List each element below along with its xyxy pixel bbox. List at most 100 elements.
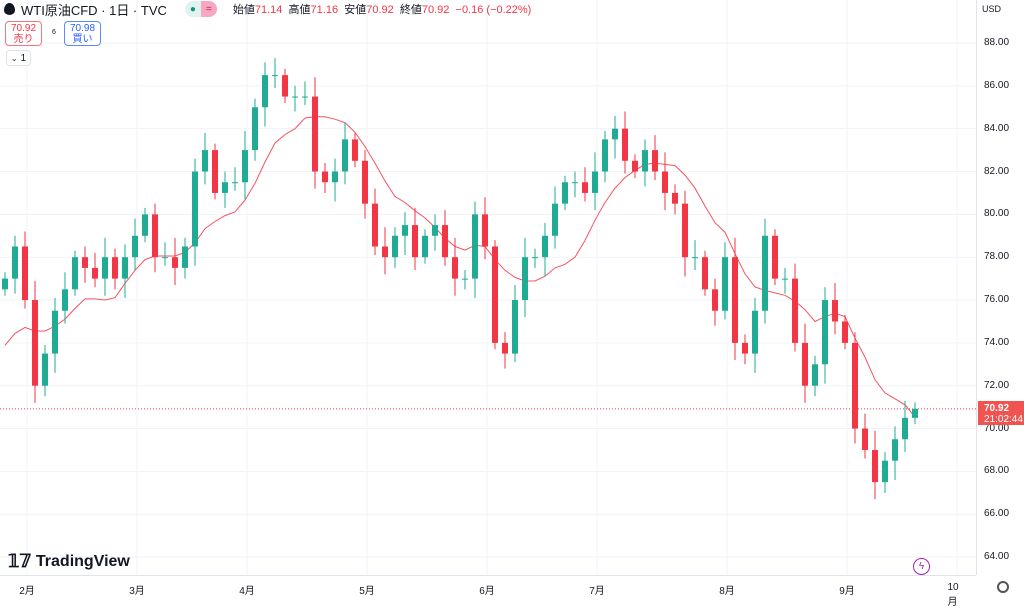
y-tick-label: 64.00 [984,551,1010,563]
y-tick-label: 76.00 [984,294,1010,306]
candle-body [82,257,88,268]
candle-body [432,225,438,236]
chart-header: WTI原油CFD · 1日 · TVC ● = 始値71.14 高値71.16 安… [4,1,531,18]
candle-body [162,257,168,259]
status-pill[interactable]: ● = [184,1,217,17]
candles [2,57,918,500]
candle-body [132,235,138,258]
x-tick-label: 6月 [479,586,495,597]
time-axis[interactable]: 2月 3月 4月 5月 6月 7月 8月 9月 10月 [0,575,976,608]
candle-body [902,417,908,440]
spread-value: 6 [52,29,56,36]
candle-body [552,203,558,236]
x-tick-label: 4月 [239,586,255,597]
y-tick-label: 86.00 [984,79,1010,91]
equal-icon: = [200,1,217,17]
candle-body [412,225,418,258]
candle-body [422,235,428,258]
candle-body [222,182,228,193]
candle-body [502,342,508,354]
candle-body [332,171,338,183]
candle-body [692,257,698,259]
y-tick-label: 68.00 [984,465,1010,477]
candle-body [232,182,238,184]
candle-body [752,310,758,354]
moving-average-line [4,116,916,418]
currency-label[interactable]: USD [982,4,1002,14]
candle-body [402,225,408,236]
candle-body [242,150,248,183]
candle-body [352,139,358,161]
settings-icon[interactable] [997,581,1009,593]
candle-body [452,257,458,279]
candle-body [292,96,298,98]
candle-body [92,267,98,279]
candle-body [722,257,728,311]
candle-body [612,128,618,140]
candle-body [872,449,878,483]
sell-button[interactable]: 70.92 売り [5,21,42,46]
candle-body [792,278,798,343]
tradingview-logo[interactable]: 𝟙𝟟 TradingView [8,551,130,571]
candle-body [72,257,78,290]
market-open-icon: ● [184,1,201,17]
candle-body [602,139,608,172]
price-chart[interactable] [0,0,976,575]
x-tick-label: 5月 [359,586,375,597]
candle-body [782,278,788,280]
candle-body [272,75,278,77]
candle-body [652,150,658,172]
candle-body [882,460,888,483]
candle-body [592,171,598,193]
x-tick-label: 2月 [19,586,35,597]
candle-body [472,214,478,279]
candle-body [892,439,898,461]
candle-body [662,171,668,193]
y-tick-label: 88.00 [984,37,1010,48]
candle-body [392,235,398,258]
candle-body [122,257,128,279]
lightning-icon[interactable]: ϟ [913,558,930,575]
buy-button[interactable]: 70.98 買い [64,21,101,46]
chevron-down-icon: ⌄ [10,53,18,63]
candle-body [12,246,18,279]
grid [0,0,976,575]
oil-drop-icon [4,3,15,15]
collapse-indicators-button[interactable]: ⌄ 1 [6,50,31,66]
y-tick-label: 72.00 [984,379,1010,391]
x-tick-label: 7月 [589,586,605,597]
candle-body [512,300,518,354]
candle-body [202,150,208,172]
candle-body [672,192,678,204]
price-axis[interactable]: 88.00 86.00 84.00 82.00 80.00 78.00 76.00 74.00… [976,0,1024,575]
candle-body [32,300,38,386]
x-tick-label: 3月 [129,586,145,597]
candle-body [42,353,48,386]
candle-body [362,160,368,204]
candle-body [582,182,588,193]
candle-body [852,342,858,429]
candle-body [622,128,628,161]
x-tick-label: 8月 [719,586,735,597]
candle-body [152,214,158,258]
candle-body [192,171,198,247]
candle-body [372,203,378,247]
candle-body [102,257,108,279]
y-tick-label: 66.00 [984,508,1010,520]
candle-body [492,246,498,343]
candle-body [22,246,28,301]
y-tick-label: 80.00 [984,208,1010,220]
symbol-title[interactable]: WTI原油CFD · 1日 · TVC [21,2,167,18]
candle-body [822,300,828,365]
candle-body [802,342,808,386]
candle-body [52,310,58,354]
candle-body [542,235,548,258]
candle-body [462,278,468,280]
y-tick-label: 82.00 [984,165,1010,177]
candle-body [832,300,838,322]
candle-body [912,408,918,418]
candle-body [442,225,448,258]
candle-body [712,289,718,311]
y-tick-label: 84.00 [984,122,1010,134]
candle-body [262,75,268,108]
